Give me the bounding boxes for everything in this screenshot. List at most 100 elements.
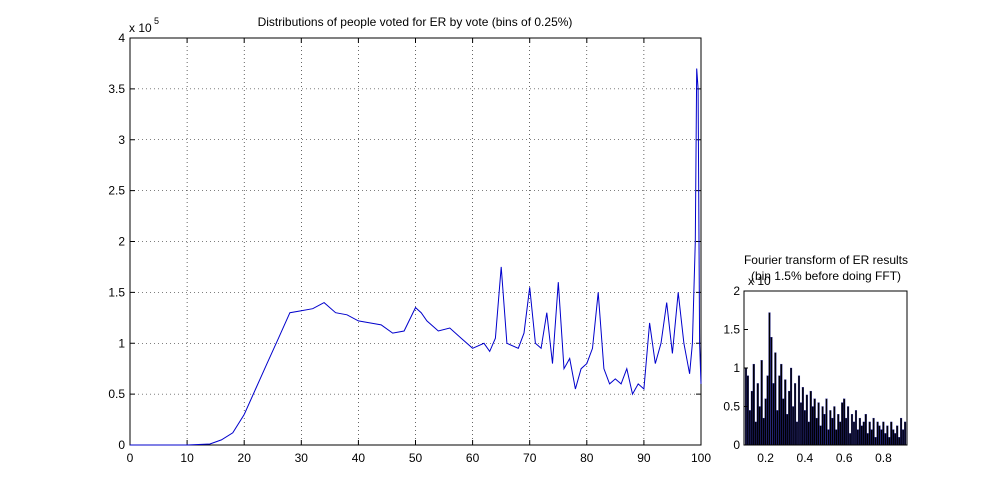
- inset-bar: [805, 394, 808, 446]
- inset-bar: [856, 429, 859, 446]
- main-x-tick-label: 100: [691, 451, 711, 465]
- inset-y-tick-label: 1.5: [723, 323, 740, 337]
- inset-bar: [813, 398, 816, 446]
- inset-x-tick-label: 0.2: [757, 451, 774, 465]
- inset-bar: [858, 417, 861, 446]
- inset-bar: [764, 398, 767, 446]
- inset-x-tick-label: 0.8: [875, 451, 892, 465]
- main-y-tick-label: 0.5: [108, 387, 125, 401]
- main-x-tick-label: 10: [180, 451, 194, 465]
- inset-y-tick-label: 2: [733, 284, 740, 298]
- main-x-tick-label: 90: [637, 451, 651, 465]
- inset-bar: [786, 414, 789, 446]
- inset-bar: [870, 429, 873, 446]
- inset-bar: [770, 337, 773, 446]
- inset-bar: [819, 425, 822, 446]
- inset-bar: [809, 390, 812, 446]
- inset-bar: [756, 383, 759, 446]
- inset-bar: [746, 375, 749, 446]
- main-y-tick-label: 1.5: [108, 285, 125, 299]
- inset-bar: [776, 410, 779, 446]
- inset-bar: [862, 421, 865, 446]
- inset-bar: [890, 421, 893, 446]
- inset-bar: [849, 433, 852, 446]
- inset-bar: [823, 414, 826, 446]
- inset-bar: [837, 414, 840, 446]
- main-x-tick-label: 60: [466, 451, 480, 465]
- inset-bar: [748, 410, 751, 446]
- inset-bar: [750, 390, 753, 446]
- inset-bar: [894, 433, 897, 446]
- main-x-tick-label: 0: [127, 451, 134, 465]
- main-x-tick-label: 70: [523, 451, 537, 465]
- inset-bar: [847, 406, 850, 446]
- main-y-tick-label: 2.5: [108, 184, 125, 198]
- inset-bar: [884, 433, 887, 446]
- main-x-tick-label: 40: [352, 451, 366, 465]
- main-y-exponent-label: x 10: [129, 21, 152, 35]
- inset-bar: [874, 437, 877, 446]
- inset-bar: [801, 387, 804, 446]
- main-y-tick-label: 0: [118, 438, 125, 452]
- inset-bar: [778, 375, 781, 446]
- inset-bar: [902, 429, 905, 446]
- inset-bar: [784, 379, 787, 446]
- inset-bar: [790, 367, 793, 446]
- inset-bar: [831, 417, 834, 446]
- inset-bar: [868, 421, 871, 446]
- inset-bar: [900, 417, 903, 446]
- main-series-line: [130, 68, 702, 446]
- inset-bar: [788, 390, 791, 446]
- inset-bar: [878, 425, 881, 446]
- main-y-tick-label: 4: [118, 31, 125, 45]
- inset-bar: [797, 375, 801, 446]
- inset-y-tick-label: 0.5: [723, 400, 740, 414]
- main-y-tick-label: 3: [118, 133, 125, 147]
- inset-bar: [762, 417, 765, 446]
- inset-bar: [774, 352, 777, 446]
- inset-bar: [839, 421, 842, 446]
- inset-bar: [815, 417, 818, 446]
- main-y-tick-label: 3.5: [108, 82, 125, 96]
- inset-bar: [794, 383, 797, 446]
- inset-bar: [752, 363, 755, 446]
- main-x-tick-label: 80: [580, 451, 594, 465]
- inset-bar: [850, 414, 854, 446]
- inset-bar: [904, 421, 907, 446]
- inset-bar: [782, 398, 785, 446]
- inset-bar: [766, 375, 769, 446]
- inset-bar: [772, 383, 775, 446]
- main-y-exponent-power: 5: [154, 16, 159, 26]
- main-x-tick-labels: 0 10 20 30 40 50 60 70 80 90 100: [127, 451, 712, 465]
- inset-bar: [892, 429, 895, 446]
- main-y-tick-label: 2: [118, 235, 125, 249]
- inset-bar: [829, 410, 832, 446]
- inset-bar: [811, 406, 814, 446]
- main-x-tick-label: 30: [295, 451, 309, 465]
- inset-x-tick-label: 0.6: [836, 451, 853, 465]
- inset-chart-title: Fourier transform of ER results: [744, 253, 908, 267]
- inset-bar: [768, 312, 771, 446]
- main-y-tick-label: 1: [118, 336, 125, 350]
- inset-bar: [880, 429, 883, 446]
- main-chart-title: Distributions of people voted for ER by …: [258, 15, 573, 29]
- inset-bar: [841, 402, 844, 446]
- main-y-tick-labels: 0 0.5 1 1.5 2 2.5 3 3.5 4: [108, 31, 125, 452]
- inset-bar-chart: 0.2 0.4 0.6 0.8 0 0.5 1 1.5 2 Fourier transform…: [723, 253, 908, 465]
- inset-bar: [843, 398, 846, 446]
- inset-ticks: [744, 290, 884, 446]
- inset-x-tick-labels: 0.2 0.4 0.6 0.8: [757, 451, 892, 465]
- inset-y-exponent-label: x 10: [748, 274, 771, 288]
- inset-bar: [807, 421, 810, 446]
- inset-bar: [833, 406, 836, 446]
- inset-bar: [898, 437, 901, 446]
- inset-bar: [835, 429, 838, 446]
- inset-bar: [886, 425, 889, 446]
- inset-y-tick-label: 1: [733, 361, 740, 375]
- inset-bar: [845, 417, 848, 446]
- inset-bar: [799, 402, 803, 446]
- inset-bar: [795, 421, 799, 446]
- inset-bar: [780, 363, 783, 446]
